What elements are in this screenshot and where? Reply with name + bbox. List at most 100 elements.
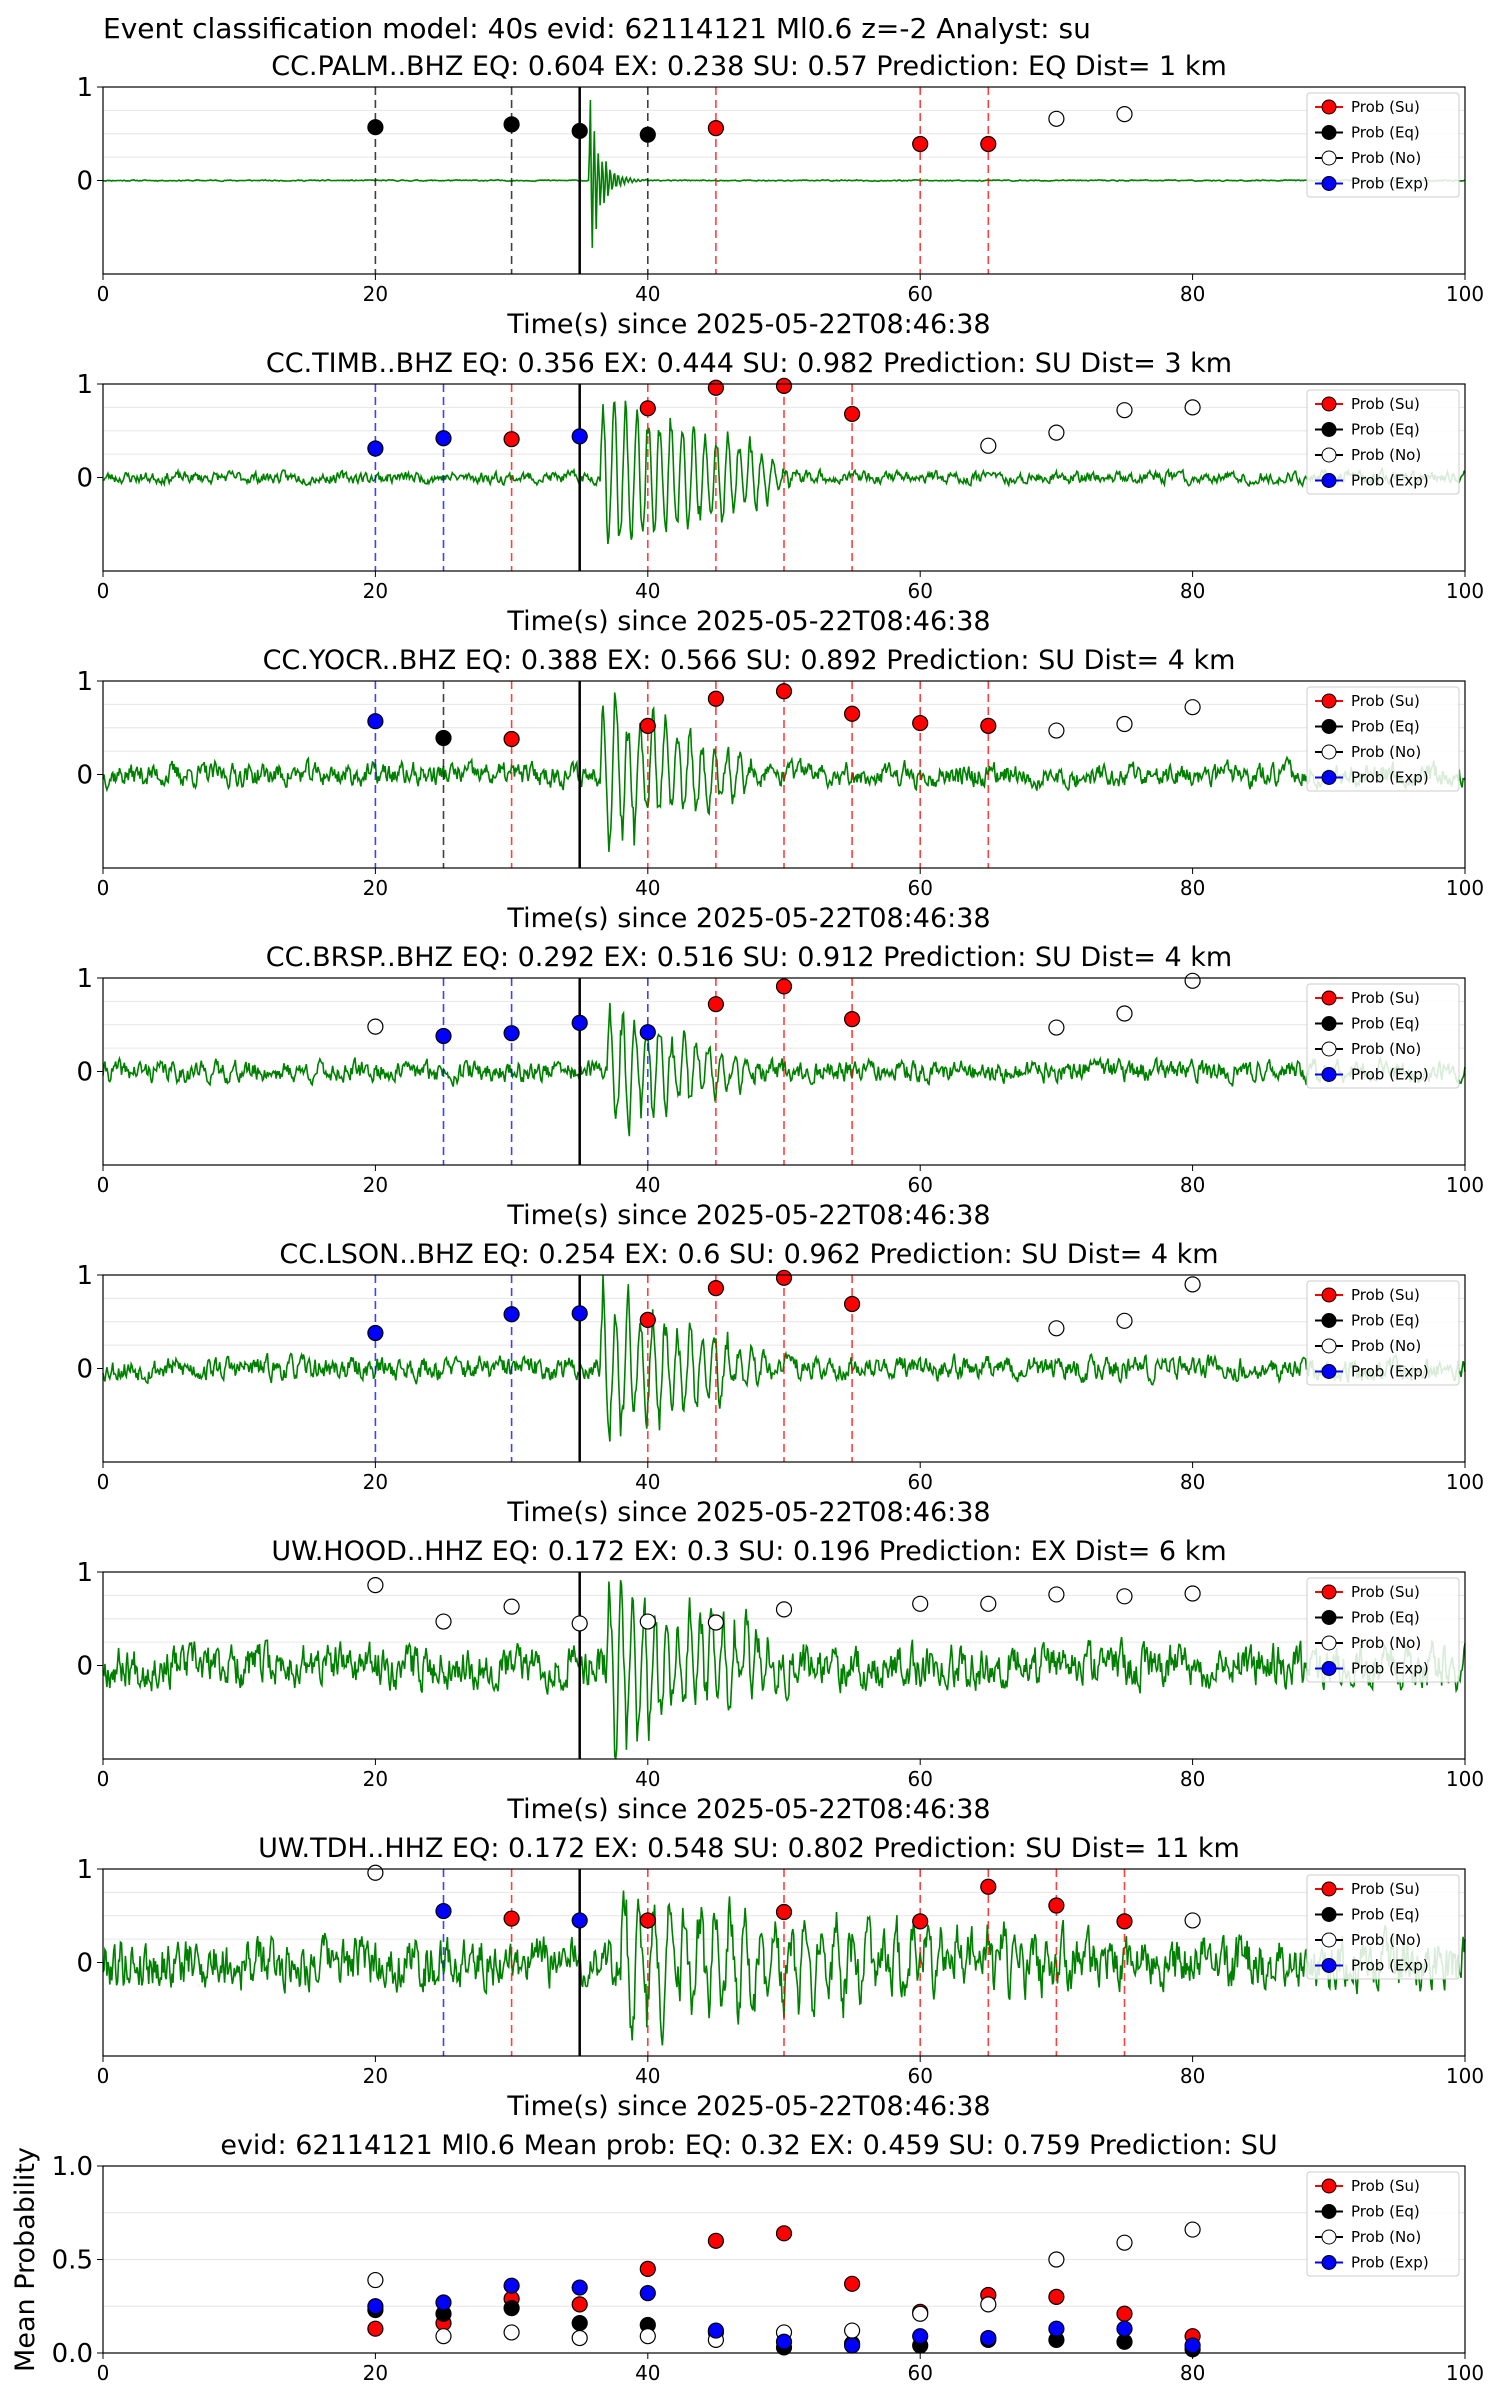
x-tick-label: 40 <box>635 2064 660 2088</box>
x-tick-label: 100 <box>1446 1173 1484 1197</box>
x-tick-label: 20 <box>363 2361 388 2385</box>
x-axis-label: Time(s) since 2025-05-22T08:46:38 <box>506 309 990 340</box>
prob-point-exp <box>571 1305 588 1322</box>
legend-marker <box>1321 396 1337 412</box>
x-tick-label: 0 <box>97 282 110 306</box>
legend-marker <box>1321 2255 1337 2270</box>
station-panel-4: CC.BRSP..BHZ EQ: 0.292 EX: 0.516 SU: 0.9… <box>76 942 1484 1231</box>
mean-prob-point-su <box>1048 2288 1065 2305</box>
mean-prob-point-no <box>503 2324 520 2341</box>
x-axis-label: Time(s) since 2025-05-22T08:46:38 <box>506 606 990 637</box>
mean-prob-point-exp <box>775 2333 793 2350</box>
legend-marker <box>1321 125 1337 140</box>
legend-label: Prob (Su) <box>1351 2177 1420 2195</box>
legend-marker <box>1321 1635 1337 1651</box>
x-tick-label: 80 <box>1180 1767 1205 1791</box>
prob-point-su <box>912 714 929 732</box>
prob-point-no <box>1116 106 1133 123</box>
x-tick-label: 40 <box>635 2361 660 2385</box>
legend-marker <box>1321 1932 1337 1948</box>
prob-point-su <box>639 717 656 734</box>
prob-point-su <box>912 135 929 153</box>
x-tick-label: 40 <box>635 876 660 900</box>
prob-point-exp <box>435 1027 452 1045</box>
mean-prob-point-exp <box>571 2279 588 2296</box>
legend-marker <box>1321 1881 1337 1897</box>
x-tick-label: 100 <box>1446 1767 1484 1791</box>
mean-prob-point-su <box>707 2232 725 2249</box>
y-tick-label: 1 <box>76 1261 93 1291</box>
mean-prob-point-exp <box>980 2329 997 2347</box>
mean-prob-point-no <box>843 2322 861 2339</box>
x-tick-label: 20 <box>363 1767 388 1791</box>
legend-marker <box>1321 1041 1337 1057</box>
legend-label: Prob (No) <box>1351 1040 1421 1058</box>
prob-point-exp <box>571 1014 588 1031</box>
seismogram-trace <box>102 400 1466 545</box>
legend-marker <box>1321 1016 1337 1031</box>
x-tick-label: 40 <box>635 579 660 603</box>
prob-point-eq <box>503 116 520 133</box>
y-tick-label: 1 <box>76 73 93 103</box>
prob-point-no <box>1048 1019 1065 1036</box>
legend-marker <box>1321 1907 1337 1922</box>
station-panel-6: UW.HOOD..HHZ EQ: 0.172 EX: 0.3 SU: 0.196… <box>76 1536 1484 1825</box>
legend-marker <box>1321 1364 1337 1379</box>
x-tick-label: 40 <box>635 282 660 306</box>
x-tick-label: 100 <box>1446 2064 1484 2088</box>
legend-marker <box>1321 1287 1337 1303</box>
mean-prob-point-no <box>639 2328 656 2345</box>
legend-label: Prob (Su) <box>1351 395 1420 413</box>
prob-point-no <box>980 437 997 454</box>
x-axis-label: Time(s) since 2025-05-22T08:46:38 <box>506 1200 990 1231</box>
mean-prob-point-su <box>843 2275 861 2292</box>
x-axis-label: Time(s) since 2025-05-22T08:46:38 <box>506 1497 990 1528</box>
legend-label: Prob (Su) <box>1351 1583 1420 1601</box>
x-tick-label: 60 <box>907 282 932 306</box>
station-panels: CC.PALM..BHZ EQ: 0.604 EX: 0.238 SU: 0.5… <box>10 51 1484 2385</box>
prob-point-su <box>912 1913 929 1930</box>
seismogram-trace <box>102 1580 1466 1760</box>
x-tick-label: 80 <box>1180 2064 1205 2088</box>
x-tick-label: 20 <box>363 1173 388 1197</box>
mean-prob-point-su <box>775 2225 793 2242</box>
mean-prob-point-no <box>367 2271 384 2289</box>
prob-point-su <box>639 1311 656 1328</box>
y-tick-label: 1 <box>76 1855 93 1885</box>
legend-label: Prob (Eq) <box>1351 1312 1420 1330</box>
prob-point-exp <box>367 1324 384 1342</box>
prob-point-exp <box>503 1025 520 1042</box>
legend-label: Prob (Exp) <box>1351 1363 1429 1381</box>
x-axis-label: Time(s) since 2025-05-22T08:46:38 <box>506 1794 990 1825</box>
prob-point-exp <box>639 1024 656 1041</box>
legend-box <box>1306 1577 1460 1683</box>
x-tick-label: 60 <box>907 876 932 900</box>
legend-label: Prob (Su) <box>1351 1286 1420 1304</box>
prob-point-su <box>503 1910 520 1927</box>
prob-point-no <box>980 1595 997 1612</box>
legend-marker <box>1321 770 1337 785</box>
prob-point-exp <box>503 1306 520 1323</box>
legend-label: Prob (Exp) <box>1351 769 1429 787</box>
figure-title: Event classification model: 40s evid: 62… <box>103 12 1091 45</box>
x-axis-label: Time(s) since 2025-05-22T08:46:38 <box>506 903 990 934</box>
prob-point-su <box>639 400 656 417</box>
mean-prob-point-exp <box>503 2277 520 2294</box>
legend-marker <box>1321 1958 1337 1973</box>
legend-label: Prob (Exp) <box>1351 1957 1429 1975</box>
y-tick-label: 1 <box>76 370 93 400</box>
legend-marker <box>1321 693 1337 709</box>
x-tick-label: 60 <box>907 1767 932 1791</box>
prob-point-no <box>367 1576 384 1594</box>
prob-point-su <box>843 705 861 722</box>
prob-point-eq <box>639 126 656 143</box>
y-tick-label: 1 <box>76 1558 93 1588</box>
prob-point-su <box>707 120 725 137</box>
prob-point-su <box>843 405 861 423</box>
legend-label: Prob (No) <box>1351 149 1421 167</box>
mean-prob-point-exp <box>1184 2337 1201 2354</box>
legend-box <box>1306 983 1460 1089</box>
legend-marker <box>1321 1338 1337 1354</box>
x-tick-label: 0 <box>97 1173 110 1197</box>
